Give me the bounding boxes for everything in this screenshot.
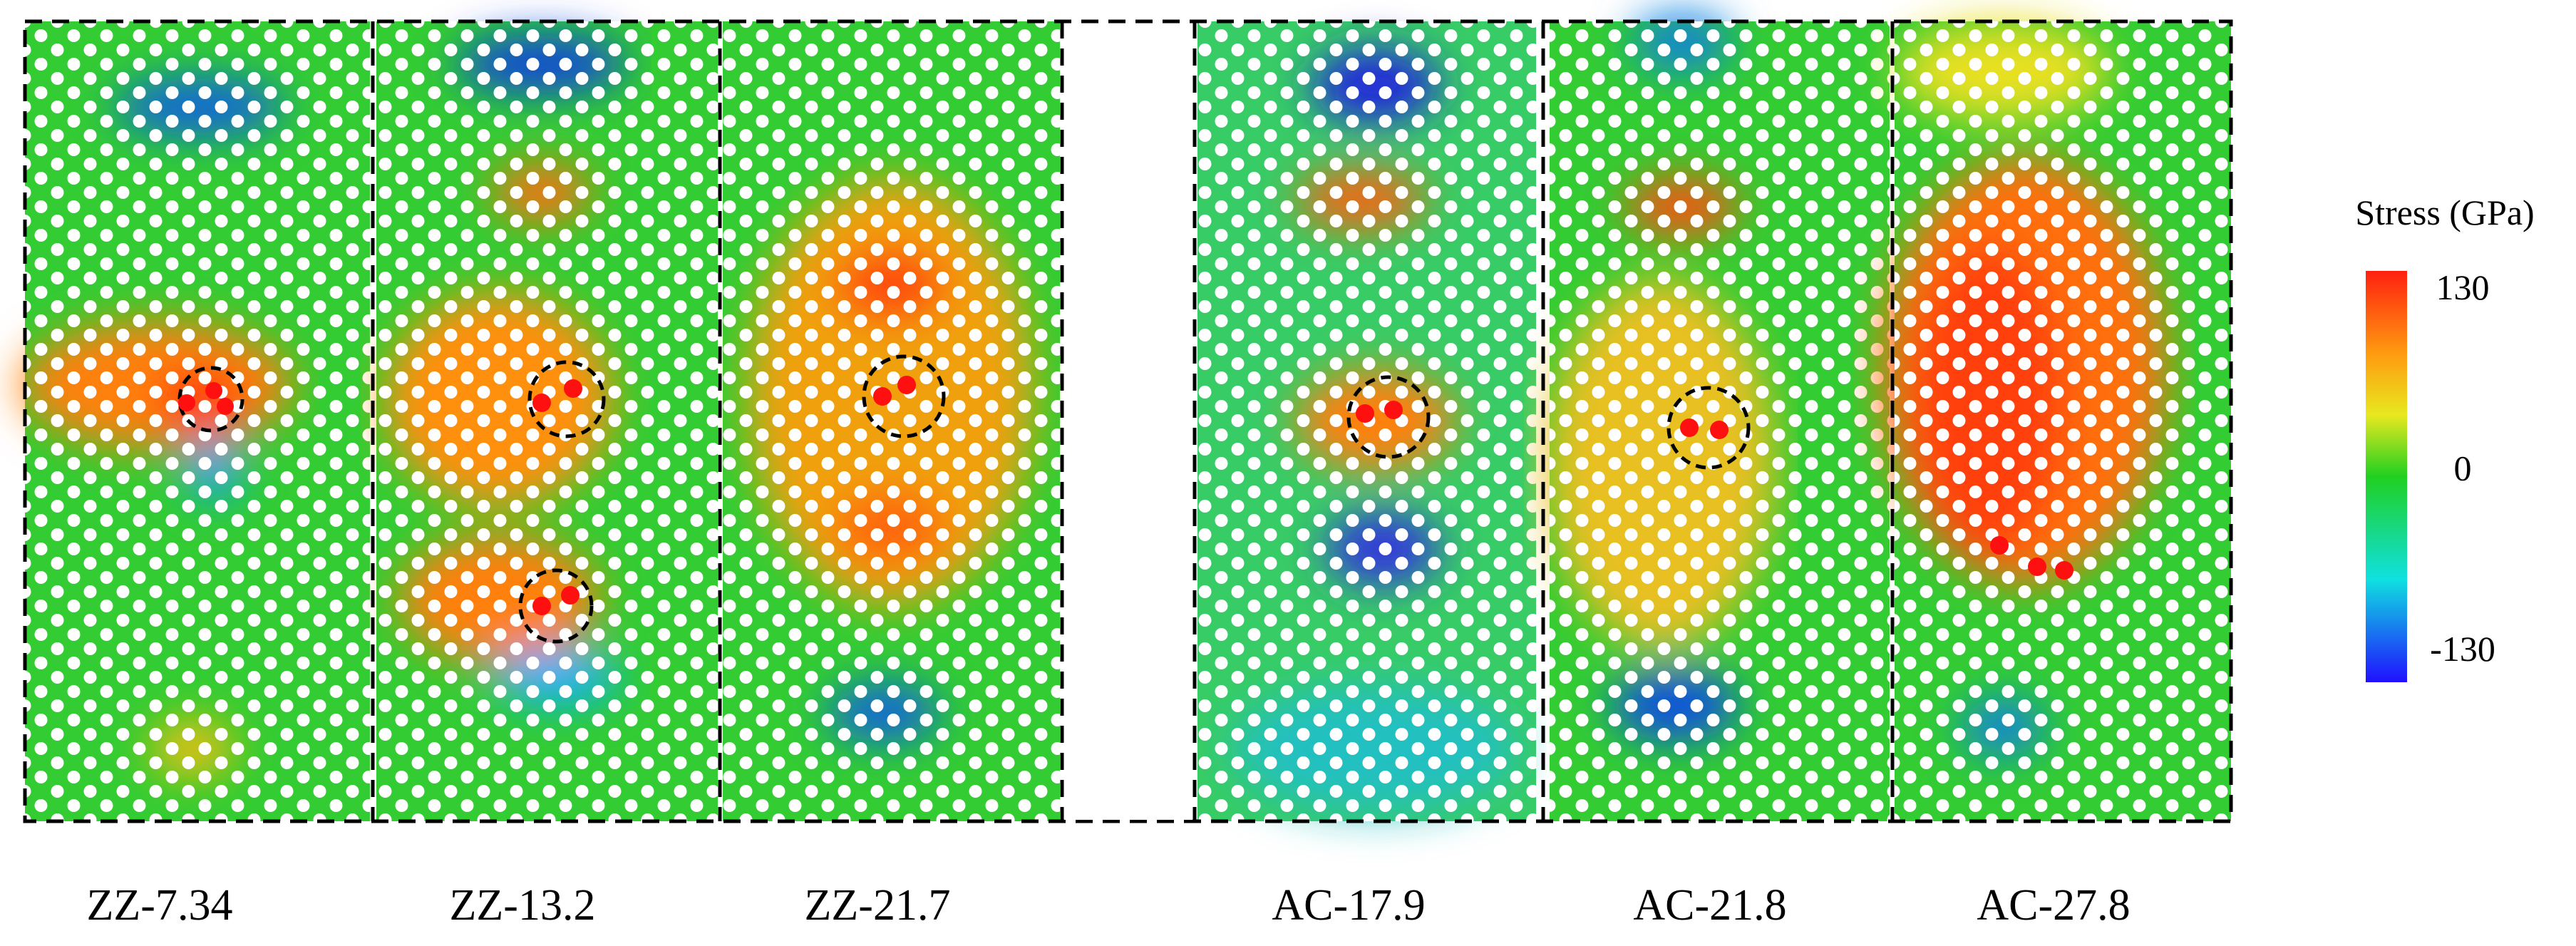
panel-label: AC-27.8 bbox=[1977, 881, 2130, 930]
gap bbox=[1064, 24, 1192, 820]
stress-map bbox=[1547, 14, 1890, 821]
colorbar-tick-label: -130 bbox=[2430, 629, 2495, 669]
defect-atoms bbox=[178, 376, 2073, 615]
panel-borders bbox=[23, 19, 2233, 823]
colorbar-gradient bbox=[2366, 271, 2407, 682]
panel-label: AC-21.8 bbox=[1633, 881, 1786, 930]
panel-label: ZZ-13.2 bbox=[450, 881, 596, 930]
stress-map bbox=[376, 21, 718, 821]
colorbar-tick-label: 130 bbox=[2436, 267, 2490, 307]
panels bbox=[21, 14, 2231, 821]
defects bbox=[177, 354, 1751, 644]
stress-map bbox=[723, 21, 1060, 821]
colorbar: Stress (GPa) 130 0 -130 bbox=[2355, 192, 2535, 682]
stress-map bbox=[21, 21, 370, 821]
stress-map bbox=[1882, 21, 2231, 821]
panel-labels: ZZ-7.34 ZZ-13.2 ZZ-21.7 AC-17.9 AC-21.8 … bbox=[87, 881, 2131, 930]
panel-label: AC-17.9 bbox=[1272, 881, 1425, 930]
colorbar-tick-label: 0 bbox=[2454, 448, 2472, 488]
panel-label: ZZ-7.34 bbox=[87, 881, 233, 930]
panel-label: ZZ-21.7 bbox=[805, 881, 951, 930]
colorbar-title: Stress (GPa) bbox=[2355, 192, 2534, 232]
